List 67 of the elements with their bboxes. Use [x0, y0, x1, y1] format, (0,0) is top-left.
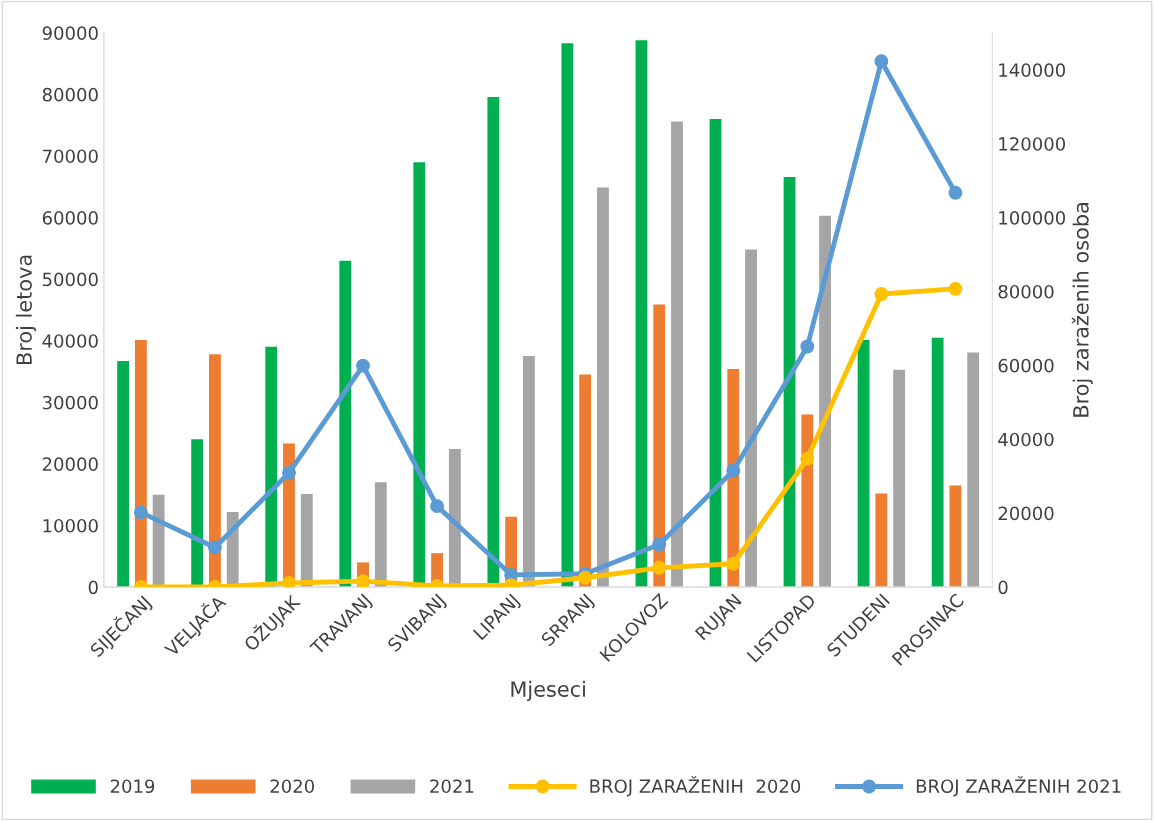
bar — [117, 361, 130, 588]
bar — [931, 337, 944, 588]
point — [874, 287, 889, 301]
legend-label: 2019 — [110, 779, 155, 794]
y-tick-label: 60000 — [42, 211, 98, 225]
y2-tick-label: 100000 — [999, 211, 1066, 225]
point — [874, 54, 889, 69]
y2-axis-title: Broj zaraženih osoba — [1071, 203, 1093, 417]
bar — [597, 187, 609, 588]
y-tick-label: 90000 — [42, 26, 98, 40]
point — [948, 185, 963, 200]
y-tick-label: 20000 — [42, 457, 98, 471]
legend-label: BROJ ZARAŽENIH 2021 — [916, 776, 1121, 797]
legend-label: 2020 — [270, 779, 314, 794]
point — [652, 560, 667, 575]
y-tick-label: 0 — [88, 580, 98, 595]
y-tick-label: 10000 — [43, 518, 98, 533]
bar — [893, 369, 906, 588]
bar — [967, 352, 980, 588]
bar — [191, 439, 204, 588]
bar — [635, 40, 648, 588]
point — [948, 281, 963, 296]
bar — [561, 43, 574, 588]
bar — [339, 260, 352, 588]
legend-label: 2021 — [430, 779, 474, 794]
bar — [875, 493, 888, 588]
bar — [653, 304, 666, 588]
point — [652, 537, 667, 552]
point — [133, 505, 148, 520]
bar — [579, 374, 592, 588]
y2-tick-label: 40000 — [998, 432, 1054, 447]
bar — [152, 494, 165, 588]
point — [207, 540, 222, 555]
y-tick-label: 40000 — [42, 334, 98, 348]
y2-tick-label: 80000 — [998, 284, 1054, 299]
x-axis-title: Mjeseci — [511, 680, 585, 701]
point — [282, 576, 296, 588]
y2-tick-label: 20000 — [998, 506, 1054, 521]
point — [726, 463, 741, 478]
y2-tick-label: 0 — [998, 580, 1008, 595]
bar — [745, 249, 757, 588]
y-tick-label: 30000 — [42, 395, 98, 410]
point — [726, 556, 741, 571]
point — [282, 465, 296, 480]
point — [430, 499, 445, 514]
y-tick-label: 80000 — [42, 87, 98, 102]
bar — [671, 121, 683, 588]
y-tick-label: 70000 — [43, 149, 98, 164]
point — [800, 451, 815, 466]
y2-tick-label: 120000 — [999, 137, 1066, 151]
bar — [819, 215, 832, 588]
bar — [857, 340, 870, 588]
point — [800, 339, 815, 354]
y-axis-title: Broj letova — [15, 255, 36, 364]
point — [356, 574, 370, 588]
bar — [709, 119, 722, 588]
y2-tick-label: 140000 — [999, 63, 1066, 77]
bar — [374, 482, 387, 588]
bar — [522, 356, 535, 588]
bar — [300, 494, 313, 588]
y2-tick-label: 60000 — [998, 358, 1054, 373]
point — [578, 570, 593, 585]
legend-label: BROJ ZARAŽENIH 2020 — [590, 776, 801, 797]
bar — [949, 485, 962, 588]
point — [356, 358, 370, 373]
bar — [801, 414, 814, 588]
y-tick-label: 50000 — [42, 272, 98, 287]
